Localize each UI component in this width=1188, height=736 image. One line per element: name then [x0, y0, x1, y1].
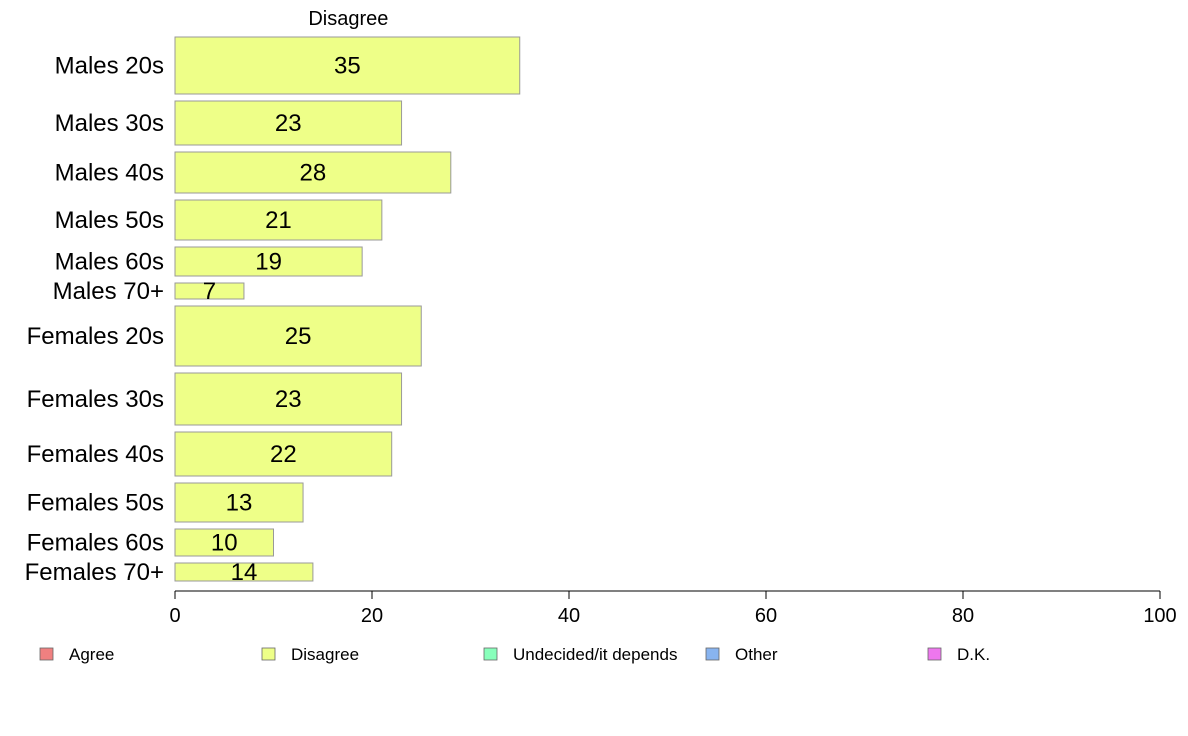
- category-label: Males 70+: [53, 278, 164, 305]
- bar: [174, 305, 422, 367]
- bar-value-label: 35: [334, 53, 361, 80]
- bar-value-label: 10: [211, 530, 238, 557]
- category-label: Females 20s: [27, 323, 164, 350]
- bar-value-label: 21: [265, 207, 292, 234]
- bar-value-label: 7: [203, 278, 216, 305]
- bar: [174, 199, 383, 241]
- bar: [174, 282, 245, 300]
- bar: [174, 372, 403, 426]
- bar-value-label: 19: [255, 249, 282, 276]
- x-tick-label: 60: [755, 605, 777, 627]
- legend-label: Disagree: [291, 645, 359, 664]
- bar: [174, 100, 403, 146]
- category-label: Males 20s: [55, 53, 164, 80]
- legend-swatch: [483, 647, 498, 661]
- legend-label: D.K.: [957, 645, 990, 664]
- bar-value-label: 23: [275, 110, 302, 137]
- x-tick-label: 0: [169, 605, 180, 627]
- legend-label: Other: [735, 645, 778, 664]
- chart-title: Disagree: [308, 8, 388, 30]
- bar-value-label: 25: [285, 323, 312, 350]
- x-tick-label: 100: [1143, 605, 1176, 627]
- legend: Agree Disagree Undecided/it depends Other D.…: [39, 645, 990, 664]
- bar-value-label: 22: [270, 441, 297, 468]
- bar-value-label: 23: [275, 386, 302, 413]
- bar-value-label: 13: [226, 490, 253, 517]
- bar: [174, 151, 452, 194]
- bar: [174, 36, 521, 95]
- x-tick-label: 40: [558, 605, 580, 627]
- x-axis: 0 20 40 60 80 100: [169, 590, 1177, 627]
- legend-swatch: [261, 647, 276, 661]
- category-label: Females 70+: [25, 559, 164, 586]
- legend-swatch: [705, 647, 720, 661]
- legend-swatch: [39, 647, 54, 661]
- category-label: Females 50s: [27, 490, 164, 517]
- bar-value-label: 28: [300, 160, 327, 187]
- bar: [174, 528, 274, 557]
- bar: [174, 482, 304, 523]
- legend-label: Undecided/it depends: [513, 645, 677, 664]
- legend-swatch: [927, 647, 942, 661]
- bar-value-label: 14: [231, 559, 258, 586]
- bar: [174, 431, 393, 477]
- legend-label: Agree: [69, 645, 114, 664]
- category-label: Males 50s: [55, 207, 164, 234]
- category-label: Females 60s: [27, 530, 164, 557]
- bar: [174, 562, 314, 582]
- category-label: Females 40s: [27, 441, 164, 468]
- bars-group: Males 20s 35 Males 30s 23 Males 40s 28 Males 5…: [25, 36, 521, 586]
- x-tick-label: 20: [361, 605, 383, 627]
- category-label: Males 60s: [55, 249, 164, 276]
- x-tick-label: 80: [952, 605, 974, 627]
- category-label: Males 30s: [55, 110, 164, 137]
- bar: [174, 246, 363, 277]
- category-label: Females 30s: [27, 386, 164, 413]
- category-label: Males 40s: [55, 160, 164, 187]
